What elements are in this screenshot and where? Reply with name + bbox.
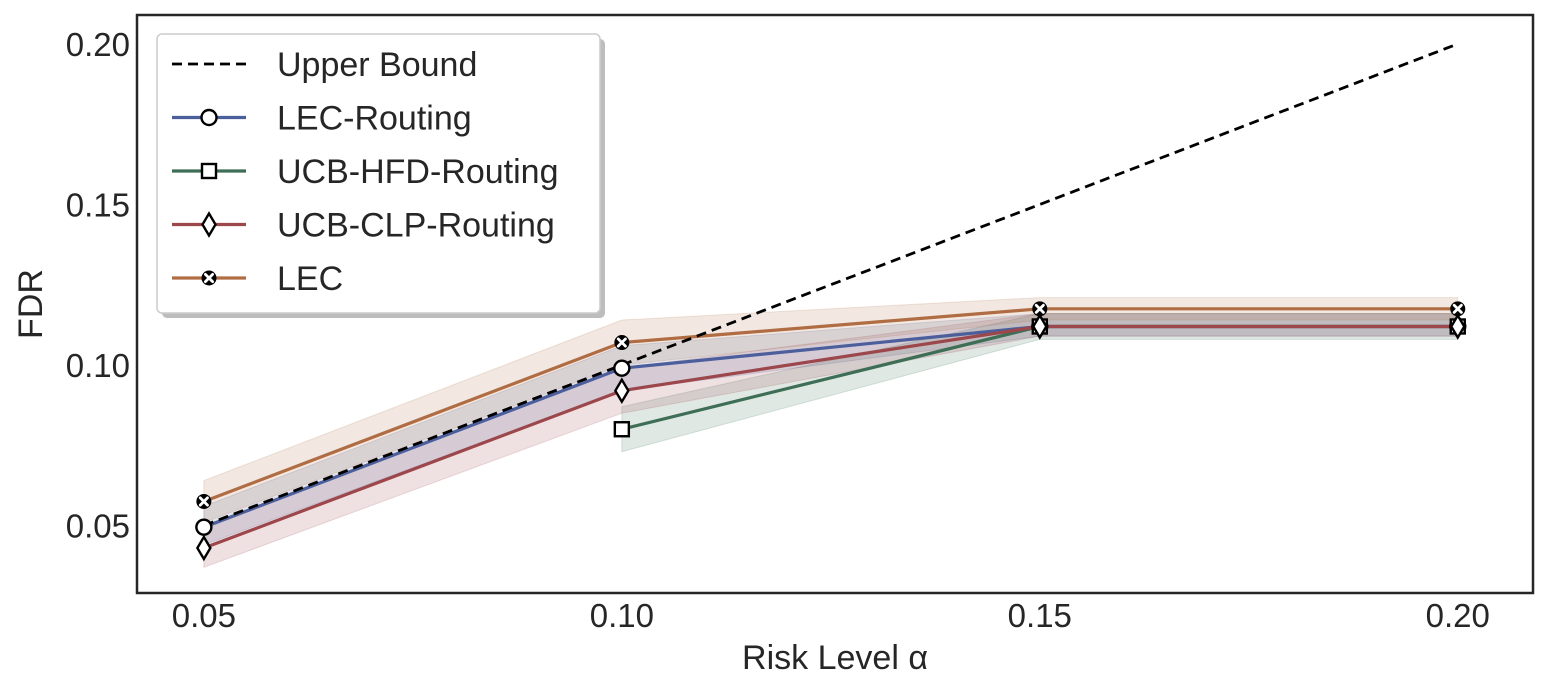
- legend-marker-cross: [204, 273, 214, 283]
- point-lec-1: [614, 335, 630, 351]
- x-tick-label: 0.15: [1008, 597, 1072, 634]
- point-ucb-clp-routing-0: [195, 534, 212, 562]
- point-lec-routing-0: [195, 518, 213, 536]
- series-lines: [203, 42, 1459, 550]
- point-lec-2-cross: [1034, 303, 1045, 314]
- legend-label: Upper Bound: [277, 46, 477, 84]
- x-tick-label: 0.05: [172, 597, 236, 634]
- point-ucb-hfd-routing-0: [613, 421, 631, 438]
- point-lec-3: [1450, 301, 1466, 317]
- x-tick-label: 0.20: [1426, 597, 1490, 634]
- point-ucb-clp-routing-2: [1031, 313, 1048, 340]
- y-tick-label: 0.10: [66, 347, 130, 384]
- legend-item-ucb-hfd-routing: UCB-HFD-Routing: [172, 153, 559, 191]
- y-tick-label: 0.15: [66, 186, 130, 223]
- point-lec-routing-1: [613, 359, 631, 377]
- legend-marker: [201, 211, 217, 238]
- plot-frame: [135, 13, 1535, 595]
- point-ucb-clp-routing-3: [1449, 313, 1466, 340]
- point-ucb-clp-routing-1: [613, 377, 630, 405]
- legend-item-upper-bound: Upper Bound: [172, 46, 477, 84]
- legend-label: LEC-Routing: [277, 100, 472, 138]
- line-ucb-clp-routing: [203, 324, 1458, 550]
- legend-label: UCB-HFD-Routing: [277, 153, 559, 191]
- legend-item-ucb-clp-routing: UCB-CLP-Routing: [172, 207, 555, 245]
- point-lec-1-cross: [616, 337, 627, 348]
- legend-item-lec: LEC: [172, 260, 343, 298]
- point-lec-0: [196, 493, 212, 509]
- point-lec-2: [1032, 301, 1048, 317]
- legend: Upper Bound LEC-Routing UCB-HFD-Routing UCB…: [156, 33, 605, 318]
- series-markers: [195, 301, 1467, 562]
- line-lec: [203, 307, 1458, 503]
- x-axis-label: Risk Level α: [742, 639, 928, 677]
- y-tick-label: 0.20: [66, 26, 130, 63]
- legend-box: [156, 33, 601, 314]
- y-axis-ticks: 0.05 0.10 0.15 0.20: [66, 26, 130, 545]
- legend-label: UCB-CLP-Routing: [277, 207, 555, 245]
- legend-marker: [201, 270, 217, 286]
- y-axis-label: FDR: [12, 269, 50, 339]
- x-axis-ticks: 0.05 0.10 0.15 0.20: [172, 597, 1490, 634]
- legend-item-lec-routing: LEC-Routing: [172, 100, 472, 138]
- y-tick-label: 0.05: [66, 508, 130, 545]
- point-lec-3-cross: [1452, 303, 1463, 314]
- legend-label: LEC: [277, 260, 343, 298]
- point-lec-0-cross: [198, 496, 209, 507]
- legend-marker: [200, 108, 218, 127]
- legend-marker: [200, 162, 218, 180]
- x-tick-label: 0.10: [590, 597, 654, 634]
